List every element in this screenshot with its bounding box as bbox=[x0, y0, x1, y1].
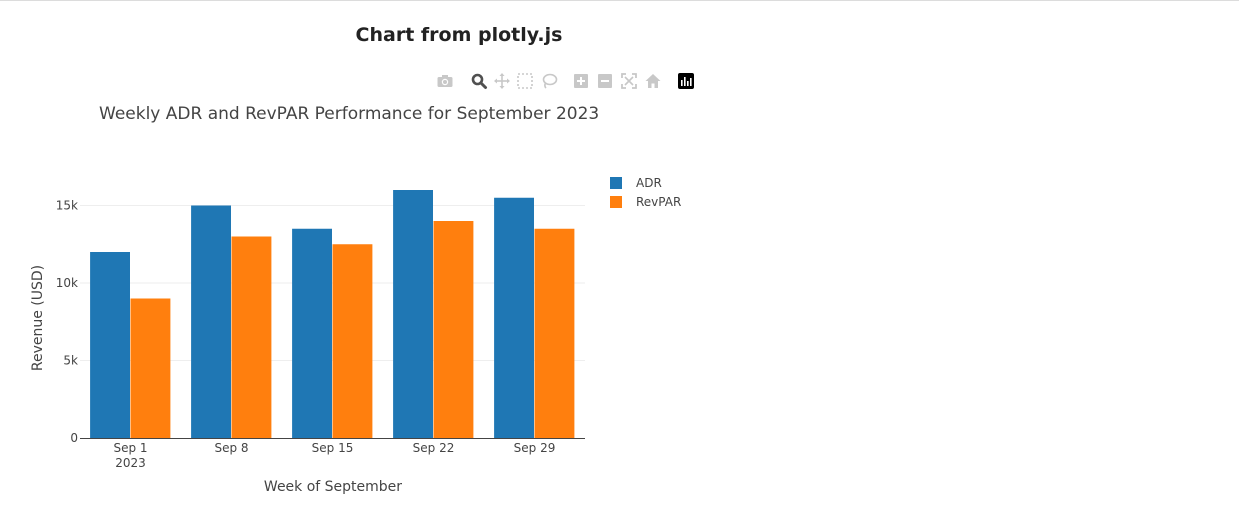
y-tick-label: 0 bbox=[70, 431, 78, 445]
x-tick-label: Sep 8 bbox=[214, 441, 248, 455]
bar-revpar-2 bbox=[332, 244, 373, 438]
bar-revpar-1 bbox=[231, 236, 272, 438]
pan-icon[interactable] bbox=[493, 72, 511, 90]
lasso-icon[interactable] bbox=[540, 72, 558, 90]
x-tick-sublabel: 2023 bbox=[115, 456, 146, 470]
y-tick-label: 15k bbox=[56, 199, 78, 213]
legend-swatch-adr bbox=[610, 177, 622, 189]
y-tick-labels: 0 5k 10k 15k bbox=[56, 199, 78, 446]
bar-revpar-4 bbox=[534, 228, 575, 438]
bar-adr-2 bbox=[292, 228, 332, 438]
y-axis-title: Revenue (USD) bbox=[30, 265, 46, 371]
top-border bbox=[0, 0, 1239, 1]
legend-label-adr: ADR bbox=[636, 176, 662, 190]
y-tick-label: 10k bbox=[56, 276, 78, 290]
chart-title: Weekly ADR and RevPAR Performance for Se… bbox=[99, 104, 599, 124]
x-tick-label: Sep 22 bbox=[413, 441, 455, 455]
zoom-in-icon[interactable] bbox=[572, 72, 590, 90]
bars bbox=[90, 190, 575, 438]
plotly-logo-icon[interactable] bbox=[677, 72, 695, 90]
modebar bbox=[436, 72, 706, 92]
box-select-icon[interactable] bbox=[516, 72, 534, 90]
page-heading: Chart from plotly.js bbox=[355, 24, 563, 46]
legend-swatch-revpar bbox=[610, 196, 622, 208]
reset-axes-icon[interactable] bbox=[644, 72, 662, 90]
bar-chart: Weekly ADR and RevPAR Performance for Se… bbox=[30, 104, 681, 495]
camera-icon[interactable] bbox=[436, 72, 454, 90]
bar-revpar-3 bbox=[433, 221, 474, 438]
bar-adr-3 bbox=[393, 190, 433, 438]
bar-adr-0 bbox=[90, 252, 130, 438]
zoom-icon[interactable] bbox=[470, 72, 488, 90]
zoom-out-icon[interactable] bbox=[596, 72, 614, 90]
bar-adr-4 bbox=[494, 197, 534, 438]
x-tick-label: Sep 29 bbox=[514, 441, 556, 455]
x-tick-label: Sep 15 bbox=[312, 441, 354, 455]
x-tick-label: Sep 1 bbox=[113, 441, 147, 455]
y-tick-label: 5k bbox=[63, 354, 78, 368]
legend: ADR RevPAR bbox=[610, 176, 681, 209]
bar-revpar-0 bbox=[130, 298, 171, 438]
bar-adr-1 bbox=[191, 205, 231, 438]
x-axis-title: Week of September bbox=[264, 479, 402, 495]
autoscale-icon[interactable] bbox=[620, 72, 638, 90]
legend-label-revpar: RevPAR bbox=[636, 195, 681, 209]
